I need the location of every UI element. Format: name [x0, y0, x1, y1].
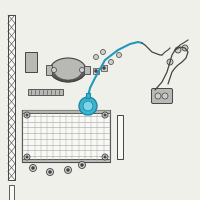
Circle shape — [167, 59, 173, 65]
Circle shape — [46, 168, 54, 176]
Circle shape — [116, 52, 122, 58]
Circle shape — [102, 112, 108, 118]
Circle shape — [101, 49, 106, 54]
Bar — [8, 15, 15, 180]
Bar — [9, 185, 14, 200]
Circle shape — [66, 168, 70, 171]
Circle shape — [30, 164, 36, 171]
Circle shape — [182, 45, 188, 51]
FancyBboxPatch shape — [152, 88, 172, 104]
Circle shape — [95, 70, 98, 72]
Circle shape — [104, 114, 106, 116]
Bar — [93, 68, 99, 74]
Circle shape — [24, 154, 30, 160]
Bar — [117, 115, 123, 159]
Circle shape — [78, 162, 86, 168]
Circle shape — [24, 112, 30, 118]
Bar — [28, 89, 63, 95]
Bar — [46, 65, 52, 75]
Bar — [101, 65, 107, 71]
Circle shape — [102, 154, 108, 160]
Circle shape — [162, 93, 168, 99]
Circle shape — [155, 93, 161, 99]
Circle shape — [79, 97, 97, 115]
Circle shape — [102, 66, 106, 70]
Circle shape — [52, 68, 57, 72]
Circle shape — [32, 166, 35, 170]
Bar — [22, 159, 110, 162]
Circle shape — [108, 60, 114, 64]
Bar — [86, 93, 90, 98]
Bar — [25, 52, 37, 72]
Circle shape — [80, 68, 84, 72]
Circle shape — [94, 54, 98, 60]
Bar — [84, 66, 90, 74]
Circle shape — [175, 47, 181, 53]
Circle shape — [64, 166, 72, 173]
Bar — [22, 110, 110, 162]
Circle shape — [83, 101, 93, 111]
Circle shape — [80, 164, 84, 166]
Circle shape — [26, 156, 28, 158]
Ellipse shape — [50, 58, 86, 82]
Circle shape — [26, 114, 28, 116]
Bar — [22, 110, 110, 113]
Circle shape — [104, 156, 106, 158]
Circle shape — [48, 170, 52, 173]
